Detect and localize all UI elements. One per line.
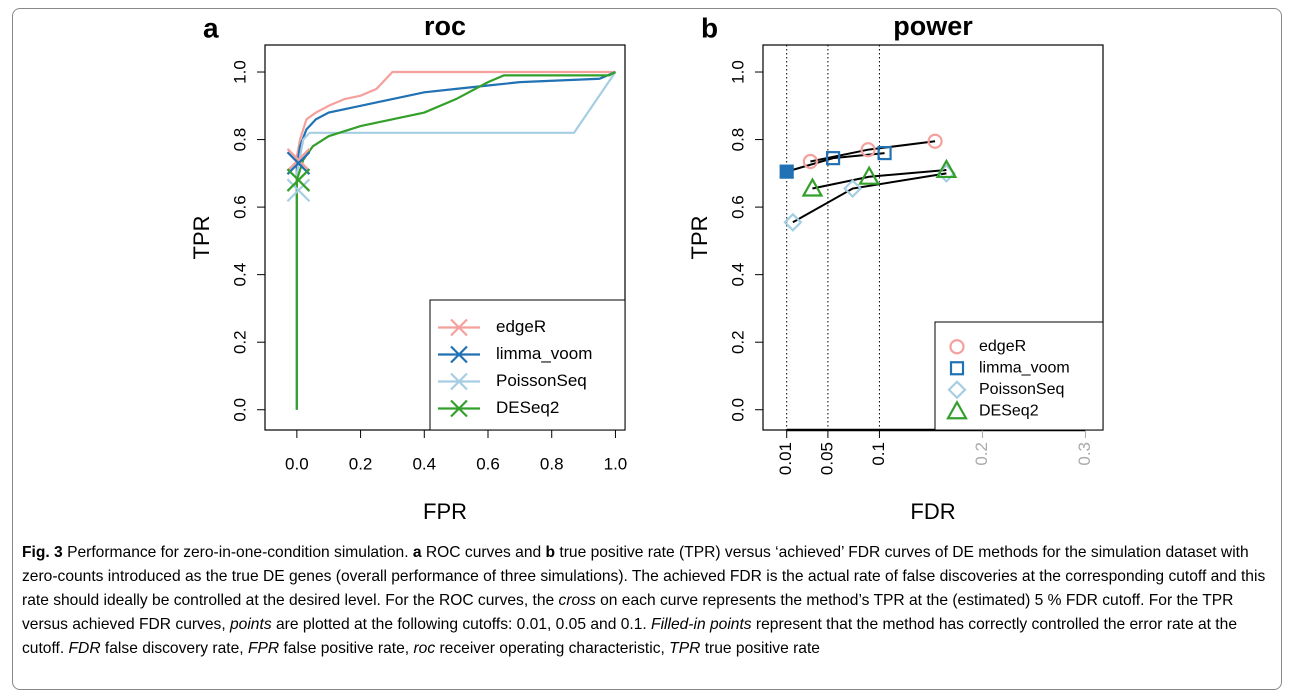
cross bbox=[286, 151, 311, 175]
caption-text: false discovery rate, bbox=[100, 640, 248, 657]
caption-text: roc bbox=[413, 640, 436, 657]
legend-label: DESeq2 bbox=[496, 398, 559, 417]
y-tick-label: 0.6 bbox=[728, 195, 747, 219]
caption-text: TPR bbox=[669, 640, 701, 657]
y-axis-label: TPR bbox=[687, 216, 712, 260]
y-tick-label: 1.0 bbox=[230, 60, 249, 84]
connector bbox=[792, 172, 947, 224]
legend-label: edgeR bbox=[496, 317, 546, 336]
point bbox=[858, 165, 881, 185]
caption-text: ROC curves and bbox=[421, 544, 546, 561]
y-tick-label: 0.2 bbox=[230, 330, 249, 354]
caption-text: Filled-in points bbox=[651, 616, 752, 633]
legend-label: limma_voom bbox=[496, 344, 592, 363]
caption-text: Performance for zero-in-one-condition si… bbox=[62, 544, 413, 561]
point bbox=[779, 164, 794, 179]
x-tick-label: 0.4 bbox=[412, 454, 436, 473]
x-axis-label: FDR bbox=[910, 499, 955, 524]
caption-text: are plotted at the following cutoffs: 0.… bbox=[271, 616, 652, 633]
point bbox=[927, 133, 943, 149]
y-tick-label: 0.0 bbox=[230, 398, 249, 422]
y-tick-label: 0.4 bbox=[230, 263, 249, 287]
point bbox=[783, 212, 803, 232]
x-axis-label: FPR bbox=[423, 499, 467, 524]
caption-text: a bbox=[412, 544, 422, 561]
x-tick-label: 0.05 bbox=[817, 442, 836, 475]
y-tick-label: 0.8 bbox=[728, 128, 747, 152]
point bbox=[802, 153, 818, 170]
panel-label: b bbox=[701, 12, 718, 43]
caption-text: FPR bbox=[247, 640, 280, 657]
chart-title: power bbox=[893, 11, 973, 41]
caption-text: Fig. 3 bbox=[22, 544, 63, 561]
chart-title: roc bbox=[424, 11, 466, 41]
connector bbox=[786, 152, 885, 173]
legend-label: DESeq2 bbox=[979, 402, 1039, 419]
roc-curve bbox=[295, 71, 616, 410]
x-tick-label: 0.0 bbox=[285, 454, 309, 473]
y-tick-label: 0.0 bbox=[728, 398, 747, 422]
y-tick-label: 0.6 bbox=[230, 195, 249, 219]
y-tick-label: 1.0 bbox=[728, 60, 747, 84]
point bbox=[947, 380, 967, 400]
cross bbox=[450, 318, 468, 337]
point bbox=[949, 339, 965, 355]
connector bbox=[810, 140, 936, 163]
y-tick-label: 0.8 bbox=[230, 128, 249, 152]
caption-text: represent that the method has correctly … bbox=[22, 616, 1242, 657]
point bbox=[935, 158, 958, 179]
caption-text: b bbox=[545, 544, 556, 561]
legend-label: PoissonSeq bbox=[496, 371, 587, 390]
y-tick-label: 0.2 bbox=[728, 330, 747, 354]
cross bbox=[450, 345, 468, 364]
point bbox=[801, 177, 824, 197]
connector bbox=[812, 168, 947, 190]
cross bbox=[286, 178, 311, 202]
legend-label: edgeR bbox=[979, 338, 1026, 355]
point bbox=[877, 145, 892, 161]
cross bbox=[286, 168, 311, 192]
y-tick-label: 0.4 bbox=[728, 263, 747, 287]
caption-text: false positive rate, bbox=[279, 640, 414, 657]
x-tick-label: 0.1 bbox=[869, 442, 888, 466]
y-axis-label: TPR bbox=[189, 216, 214, 260]
caption-text: cross bbox=[558, 592, 596, 609]
x-tick-label: 0.2 bbox=[972, 442, 991, 466]
point bbox=[946, 400, 968, 420]
cross bbox=[450, 372, 468, 391]
roc-curve bbox=[295, 70, 616, 410]
point bbox=[825, 151, 841, 166]
caption: Fig. 3 Performance for zero-in-one-condi… bbox=[22, 541, 1272, 661]
legend-label: limma_voom bbox=[979, 359, 1070, 376]
figure-frame bbox=[12, 8, 1282, 690]
x-tick-label: 1.0 bbox=[604, 454, 628, 473]
x-tick-label: 0.01 bbox=[776, 442, 795, 475]
x-tick-label: 0.8 bbox=[540, 454, 564, 473]
caption-text: FDR bbox=[68, 640, 101, 657]
caption-text: true positive rate bbox=[700, 640, 820, 657]
caption-text: points bbox=[230, 616, 272, 633]
x-tick-label: 0.6 bbox=[476, 454, 500, 473]
caption-text: receiver operating characteristic, bbox=[435, 640, 670, 657]
figure: a roc FPR TPR 0.0 0.2 0.4 0.6 0.8 1.0 0.0 0.2 0.4 0.6… bbox=[189, 11, 1104, 524]
panel-label: a bbox=[203, 12, 219, 43]
caption-text: on each curve represents the method’s TP… bbox=[22, 592, 1238, 633]
legend-label: PoissonSeq bbox=[979, 381, 1064, 398]
point bbox=[860, 142, 876, 158]
x-tick-label: 0.2 bbox=[349, 454, 373, 473]
cross bbox=[450, 399, 468, 418]
cross bbox=[286, 148, 311, 172]
point bbox=[843, 178, 863, 199]
caption-text: true positive rate (TPR) versus ‘achieve… bbox=[22, 544, 1270, 609]
point bbox=[949, 361, 965, 376]
x-tick-label: 0.3 bbox=[1075, 442, 1094, 466]
